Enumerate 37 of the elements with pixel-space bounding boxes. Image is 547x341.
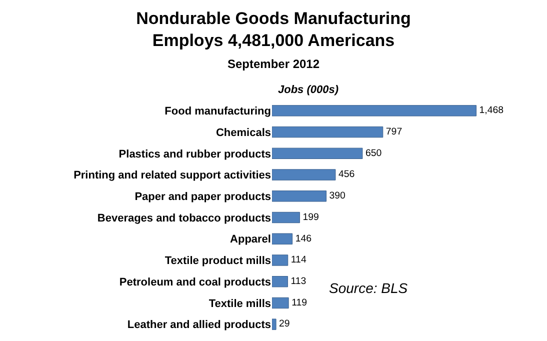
data-label: 146 xyxy=(295,233,312,244)
data-label: 199 xyxy=(302,212,319,223)
data-label: 456 xyxy=(338,169,355,180)
bar xyxy=(272,126,384,138)
bar xyxy=(272,276,288,288)
bar xyxy=(272,148,363,159)
y-tick-label: Textile mills xyxy=(208,298,271,310)
bar xyxy=(272,190,327,202)
annotation: Source: BLS xyxy=(329,280,408,296)
data-label: 29 xyxy=(279,318,290,330)
y-tick-label: Apparel xyxy=(230,234,271,246)
bar xyxy=(272,212,300,224)
bar xyxy=(272,169,336,180)
y-tick-label: Chemicals xyxy=(216,126,271,139)
bar xyxy=(272,318,276,330)
data-label: 797 xyxy=(386,126,402,138)
y-tick-label: Plastics and rubber products xyxy=(118,148,271,160)
y-tick-label: Textile product mills xyxy=(164,255,271,268)
y-tick-label: Leather and allied products xyxy=(127,319,271,332)
bar xyxy=(272,105,476,116)
y-tick-label: Food manufacturing xyxy=(164,106,271,118)
data-label: 113 xyxy=(290,276,306,288)
data-label: 119 xyxy=(292,297,308,308)
y-tick-label: Beverages and tobacco products xyxy=(97,212,271,224)
bar xyxy=(272,233,293,244)
y-tick-label: Petroleum and coal products xyxy=(119,276,271,288)
data-label: 390 xyxy=(329,190,346,202)
chart-title: Nondurable Goods Manufacturing Employs 4,481,000 Americans xyxy=(136,8,411,50)
y-tick-label: Printing and related support activities xyxy=(74,170,271,182)
bar xyxy=(272,254,288,266)
y-tick-label: Paper and paper products xyxy=(134,190,271,203)
chart-subtitle: September 2012 xyxy=(227,57,320,72)
text: Jobs (000s) xyxy=(278,84,339,96)
data-label: 1,468 xyxy=(479,105,504,116)
data-label: 114 xyxy=(290,254,307,266)
data-label: 650 xyxy=(365,148,382,159)
bar xyxy=(272,297,289,309)
